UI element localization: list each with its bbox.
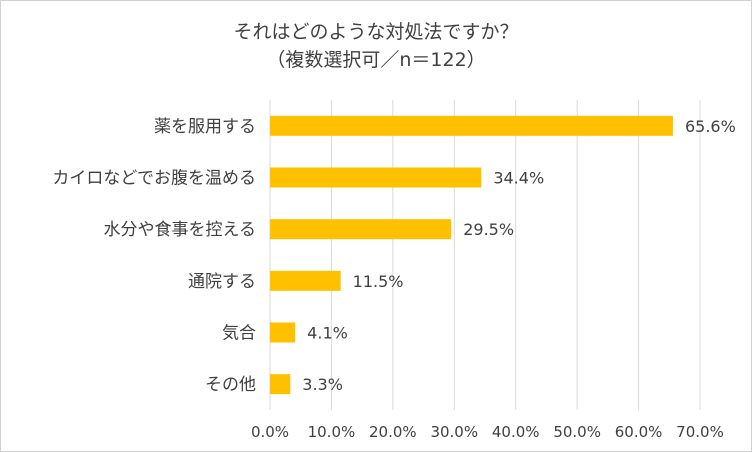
x-tick-label: 60.0%	[615, 423, 663, 441]
bar	[270, 115, 673, 136]
category-label: 薬を服用する	[154, 117, 256, 137]
chart-subtitle: （複数選択可／n＝122）	[266, 49, 486, 71]
category-label: 水分や食事を控える	[104, 220, 257, 240]
bar	[270, 167, 482, 188]
category-label: 気合	[222, 324, 256, 344]
x-tick-label: 70.0%	[676, 423, 724, 441]
data-label: 4.1%	[307, 324, 348, 343]
bar	[270, 322, 296, 343]
x-tick-label: 20.0%	[369, 423, 417, 441]
chart-title: それはどのような対処法ですか？	[233, 21, 519, 43]
bar	[270, 374, 291, 395]
x-tick-label: 10.0%	[308, 423, 356, 441]
bar	[270, 219, 452, 240]
data-label: 65.6%	[685, 117, 736, 136]
x-tick-label: 0.0%	[251, 423, 289, 441]
bar	[270, 270, 341, 291]
data-label: 3.3%	[302, 375, 343, 394]
data-label: 29.5%	[463, 220, 514, 239]
category-label: 通院する	[188, 272, 256, 292]
category-label: その他	[205, 375, 256, 395]
x-tick-label: 30.0%	[430, 423, 478, 441]
category-label: カイロなどでお腹を温める	[52, 169, 256, 189]
data-label: 34.4%	[493, 169, 544, 188]
data-label: 11.5%	[353, 272, 404, 291]
x-tick-label: 50.0%	[553, 423, 601, 441]
x-tick-label: 40.0%	[492, 423, 540, 441]
